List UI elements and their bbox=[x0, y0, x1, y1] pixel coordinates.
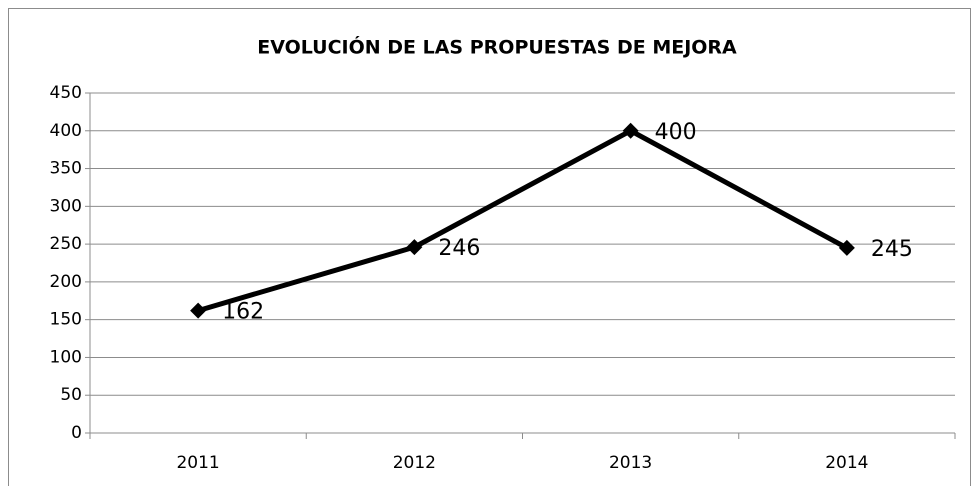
marker bbox=[190, 302, 207, 319]
chart-border bbox=[8, 8, 971, 486]
y-tick-label: 400 bbox=[50, 121, 82, 141]
marker bbox=[622, 122, 639, 139]
data-label: 400 bbox=[655, 120, 697, 145]
y-tick-label: 50 bbox=[60, 385, 82, 405]
y-tick-label: 450 bbox=[50, 83, 82, 103]
y-tick-label: 350 bbox=[50, 159, 82, 179]
data-label: 162 bbox=[222, 300, 264, 325]
chart-title: EVOLUCIÓN DE LAS PROPUESTAS DE MEJORA bbox=[257, 35, 737, 59]
data-label: 246 bbox=[438, 236, 480, 261]
data-label: 245 bbox=[871, 237, 913, 262]
y-tick-label: 200 bbox=[50, 272, 82, 292]
x-tick-label: 2011 bbox=[176, 453, 219, 473]
x-tick-label: 2014 bbox=[825, 453, 868, 473]
y-tick-label: 150 bbox=[50, 310, 82, 330]
y-tick-label: 0 bbox=[71, 423, 82, 443]
y-tick-label: 300 bbox=[50, 196, 82, 216]
marker bbox=[838, 239, 855, 256]
y-tick-label: 100 bbox=[50, 347, 82, 367]
marker bbox=[406, 239, 423, 256]
line bbox=[197, 128, 849, 313]
y-tick-label: 250 bbox=[50, 234, 82, 254]
x-tick-label: 2012 bbox=[393, 453, 436, 473]
x-tick-label: 2013 bbox=[609, 453, 652, 473]
